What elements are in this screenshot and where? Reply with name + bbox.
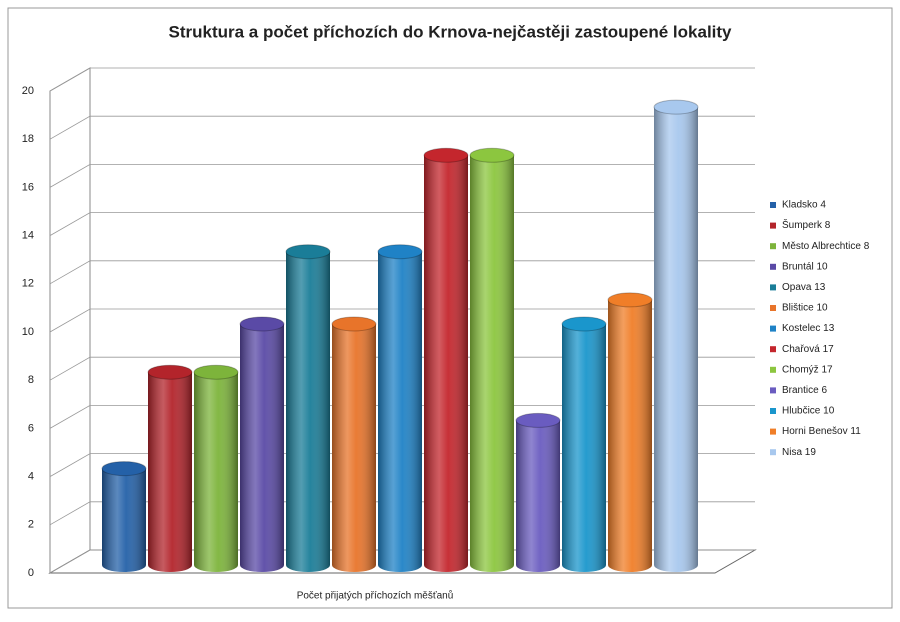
legend-swatch [770,408,776,414]
bar-top [469,147,515,163]
legend-label: Kladsko 4 [782,200,826,211]
legend-label: Opava 13 [782,282,826,293]
y-tick-label: 8 [28,374,34,386]
bar-shade [102,468,146,572]
bar-shade [240,324,284,572]
grid-line [49,356,755,381]
bar-top [653,99,699,115]
x-category-label: Počet přijatých příchozích měšťanů [297,590,454,602]
bar-top [561,316,607,332]
bar-top [101,461,147,477]
legend-label: Chomýž 17 [782,364,833,375]
legend-swatch [770,346,776,353]
bar-shade [562,324,606,572]
legend-swatch [770,202,776,208]
bar-top [607,292,653,308]
legend-label: Město Albrechtice 8 [782,241,870,252]
grid-line [49,67,755,92]
legend-swatch [770,387,776,394]
grid-line [49,115,755,140]
legend-label: Nisa 19 [782,447,816,458]
legend-swatch [770,366,776,373]
y-tick-label: 2 [28,519,34,531]
bar-top [147,364,193,380]
legend-swatch [770,449,776,456]
bar-shade [516,420,560,572]
y-tick-label: 0 [28,567,34,579]
grid-line [49,163,755,188]
y-tick-label: 18 [22,133,34,145]
bar-shade [608,299,652,572]
grid-line [49,404,755,429]
grid-line [49,260,755,285]
bar-top [377,244,423,260]
bar-shade [194,372,238,572]
legend-label: Šumperk 8 [782,218,831,231]
bar-shade [378,251,422,572]
grid-line [49,212,755,236]
legend-label: Bruntál 10 [782,261,828,272]
legend-label: Brantice 6 [782,385,827,396]
legend-swatch [770,305,776,311]
bar-top [193,364,239,380]
legend-label: Horni Benešov 11 [782,426,861,437]
bar-shade [654,107,698,572]
y-tick-label: 12 [22,278,34,290]
grid-line [49,308,755,333]
bar-top [285,244,331,260]
y-tick-label: 6 [28,422,34,434]
y-tick-label: 14 [22,230,34,242]
bar-shade [286,251,330,572]
legend-label: Blištice 10 [782,303,828,314]
legend-label: Hlubčice 10 [782,406,835,417]
bar-top [239,316,285,332]
legend-swatch [770,325,776,332]
bar-shade [424,155,468,573]
y-tick-label: 10 [22,326,34,338]
y-tick-label: 20 [22,85,34,97]
legend-swatch [770,222,776,229]
bar-top [515,412,561,428]
legend-swatch [770,263,776,270]
frame [7,7,893,609]
bar-shade [148,372,192,572]
bar-top [423,147,469,163]
bar-shade [470,155,514,573]
bar-top [331,316,377,332]
legend-swatch [770,284,776,291]
y-tick-label: 4 [28,471,34,483]
legend-swatch [770,428,776,435]
legend-swatch [770,243,776,250]
legend-label: Kostelec 13 [782,323,835,334]
legend-label: Chařová 17 [782,344,834,355]
bar-shade [332,324,376,572]
chart-title: Struktura a počet příchozích do Krnova-n… [168,22,732,41]
y-tick-label: 16 [22,181,34,193]
